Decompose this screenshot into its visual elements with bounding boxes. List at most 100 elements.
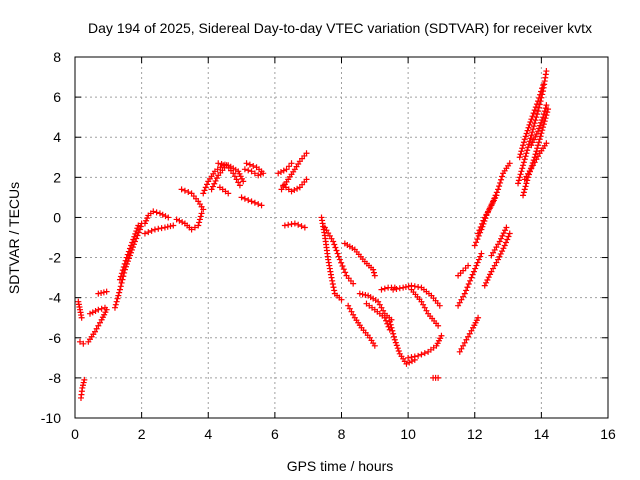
data-point <box>402 283 409 290</box>
data-point <box>538 119 545 126</box>
data-point <box>338 296 345 303</box>
data-point <box>500 245 507 252</box>
data-point <box>285 221 292 228</box>
data-point <box>280 167 287 174</box>
data-point <box>231 173 238 180</box>
data-point <box>389 327 396 334</box>
data-point <box>196 216 203 223</box>
data-point <box>516 174 523 181</box>
data-point <box>500 230 507 237</box>
data-point <box>534 145 541 152</box>
data-point <box>100 289 107 296</box>
data-point <box>525 124 532 131</box>
data-point <box>421 304 428 311</box>
data-point <box>371 342 378 349</box>
data-point <box>476 227 483 234</box>
x-tick-label: 16 <box>600 426 616 442</box>
data-point <box>328 274 335 281</box>
data-point <box>392 339 399 346</box>
data-point <box>536 125 543 132</box>
data-point <box>173 216 180 223</box>
data-point <box>491 262 498 269</box>
data-point <box>477 224 484 231</box>
data-point <box>458 296 465 303</box>
data-point <box>286 163 293 170</box>
data-points <box>75 68 552 401</box>
data-point <box>370 269 377 276</box>
data-point <box>167 223 174 230</box>
data-point <box>520 162 527 169</box>
data-point <box>332 244 339 251</box>
data-point <box>539 116 546 123</box>
data-point <box>528 116 535 123</box>
data-point <box>408 354 415 361</box>
data-point <box>435 374 442 381</box>
data-point <box>128 242 135 249</box>
data-point <box>125 248 132 255</box>
data-point <box>465 281 472 288</box>
data-point <box>388 324 395 331</box>
data-point <box>281 222 288 229</box>
data-point <box>528 132 535 139</box>
data-point <box>519 145 526 152</box>
data-point <box>466 330 473 337</box>
data-point <box>136 226 143 233</box>
data-point <box>116 276 123 283</box>
data-point <box>495 186 502 193</box>
data-point <box>245 197 252 204</box>
x-tick-label: 0 <box>71 426 79 442</box>
data-point <box>534 111 541 118</box>
data-point <box>393 285 400 292</box>
data-point <box>495 256 502 263</box>
data-point <box>378 286 385 293</box>
data-point <box>132 230 139 237</box>
data-point <box>526 121 533 128</box>
data-point <box>493 259 500 266</box>
data-point <box>95 290 102 297</box>
data-point <box>537 91 544 98</box>
data-point <box>498 235 505 242</box>
data-point <box>423 307 430 314</box>
data-point <box>346 305 353 312</box>
data-point <box>532 104 539 111</box>
data-point <box>499 248 506 255</box>
data-point <box>158 225 165 232</box>
data-point <box>465 262 472 269</box>
data-point <box>517 151 524 158</box>
data-point <box>208 186 215 193</box>
data-point <box>381 285 388 292</box>
data-point <box>295 221 302 228</box>
data-point <box>225 190 232 197</box>
data-point <box>479 220 486 227</box>
data-point <box>539 85 546 92</box>
data-point <box>436 302 443 309</box>
data-point <box>283 166 290 173</box>
data-point <box>527 135 534 142</box>
data-point <box>530 110 537 117</box>
data-point <box>80 379 87 386</box>
data-point <box>221 161 228 168</box>
data-point <box>474 259 481 266</box>
data-point <box>336 256 343 263</box>
data-point <box>339 262 346 269</box>
data-point <box>76 338 83 345</box>
data-point <box>464 284 471 291</box>
data-point <box>538 130 545 137</box>
data-point <box>418 351 425 358</box>
data-point <box>391 336 398 343</box>
x-tick-label: 6 <box>271 426 279 442</box>
data-point <box>536 94 543 101</box>
data-point <box>418 298 425 305</box>
data-point <box>335 253 342 260</box>
data-point <box>195 222 202 229</box>
data-point <box>497 250 504 257</box>
data-point <box>91 328 98 335</box>
data-point <box>520 189 527 196</box>
data-point <box>415 283 422 290</box>
data-point <box>530 126 537 133</box>
y-axis-label: SDTVAR / TECUs <box>6 182 22 294</box>
data-point <box>488 268 495 275</box>
data-point <box>465 333 472 340</box>
data-point <box>238 194 245 201</box>
